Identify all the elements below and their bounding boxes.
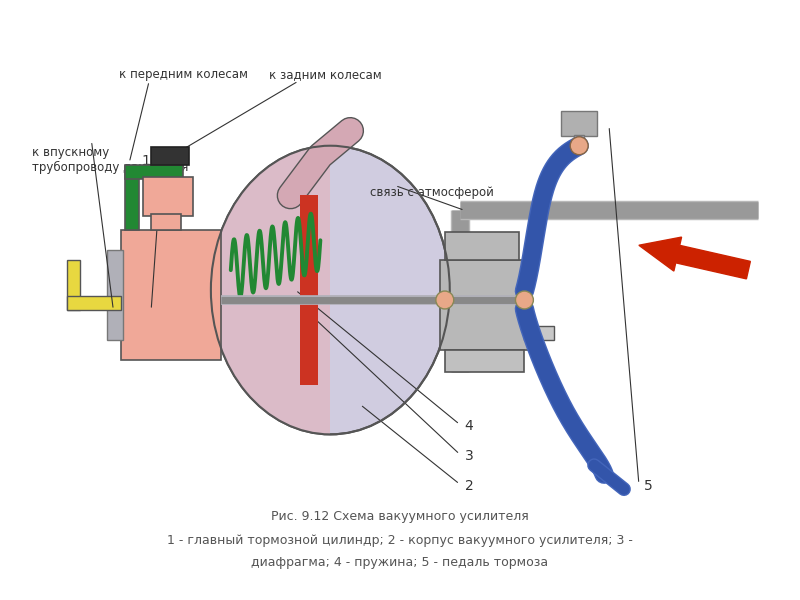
Circle shape: [436, 291, 454, 309]
Text: к впускному
трубопроводу двигателя: к впускному трубопроводу двигателя: [32, 146, 188, 174]
Text: к передним колесам: к передним колесам: [119, 68, 248, 81]
Text: к задним колесам: к задним колесам: [269, 68, 382, 81]
Text: связь с атмосферой: связь с атмосферой: [370, 185, 494, 199]
Polygon shape: [562, 111, 597, 136]
Text: 4: 4: [465, 419, 474, 433]
Bar: [525, 326, 554, 340]
Bar: [126, 164, 183, 179]
Ellipse shape: [211, 146, 450, 434]
Text: 1 - главный тормозной цилиндр; 2 - корпус вакуумного усилителя; 3 -: 1 - главный тормозной цилиндр; 2 - корпу…: [167, 535, 633, 547]
Text: 5: 5: [644, 479, 653, 493]
Bar: [122, 230, 221, 360]
Bar: [143, 176, 193, 217]
Text: 2: 2: [465, 479, 474, 493]
Bar: [107, 250, 123, 340]
Bar: [126, 166, 139, 230]
Text: 1: 1: [142, 154, 150, 167]
Text: 3: 3: [465, 449, 474, 463]
Bar: [574, 135, 584, 151]
Ellipse shape: [211, 146, 450, 434]
Bar: [66, 260, 81, 310]
Circle shape: [570, 137, 588, 155]
FancyArrow shape: [639, 237, 750, 279]
Bar: [445, 232, 519, 260]
Circle shape: [515, 291, 534, 309]
Bar: [151, 214, 181, 230]
Text: диафрагма; 4 - пружина; 5 - педаль тормоза: диафрагма; 4 - пружина; 5 - педаль тормо…: [251, 556, 549, 569]
Bar: [66, 296, 122, 310]
Text: Рис. 9.12 Схема вакуумного усилителя: Рис. 9.12 Схема вакуумного усилителя: [271, 511, 529, 523]
Bar: [301, 196, 318, 385]
Bar: [440, 260, 530, 350]
Bar: [445, 350, 525, 371]
Bar: [151, 147, 189, 164]
